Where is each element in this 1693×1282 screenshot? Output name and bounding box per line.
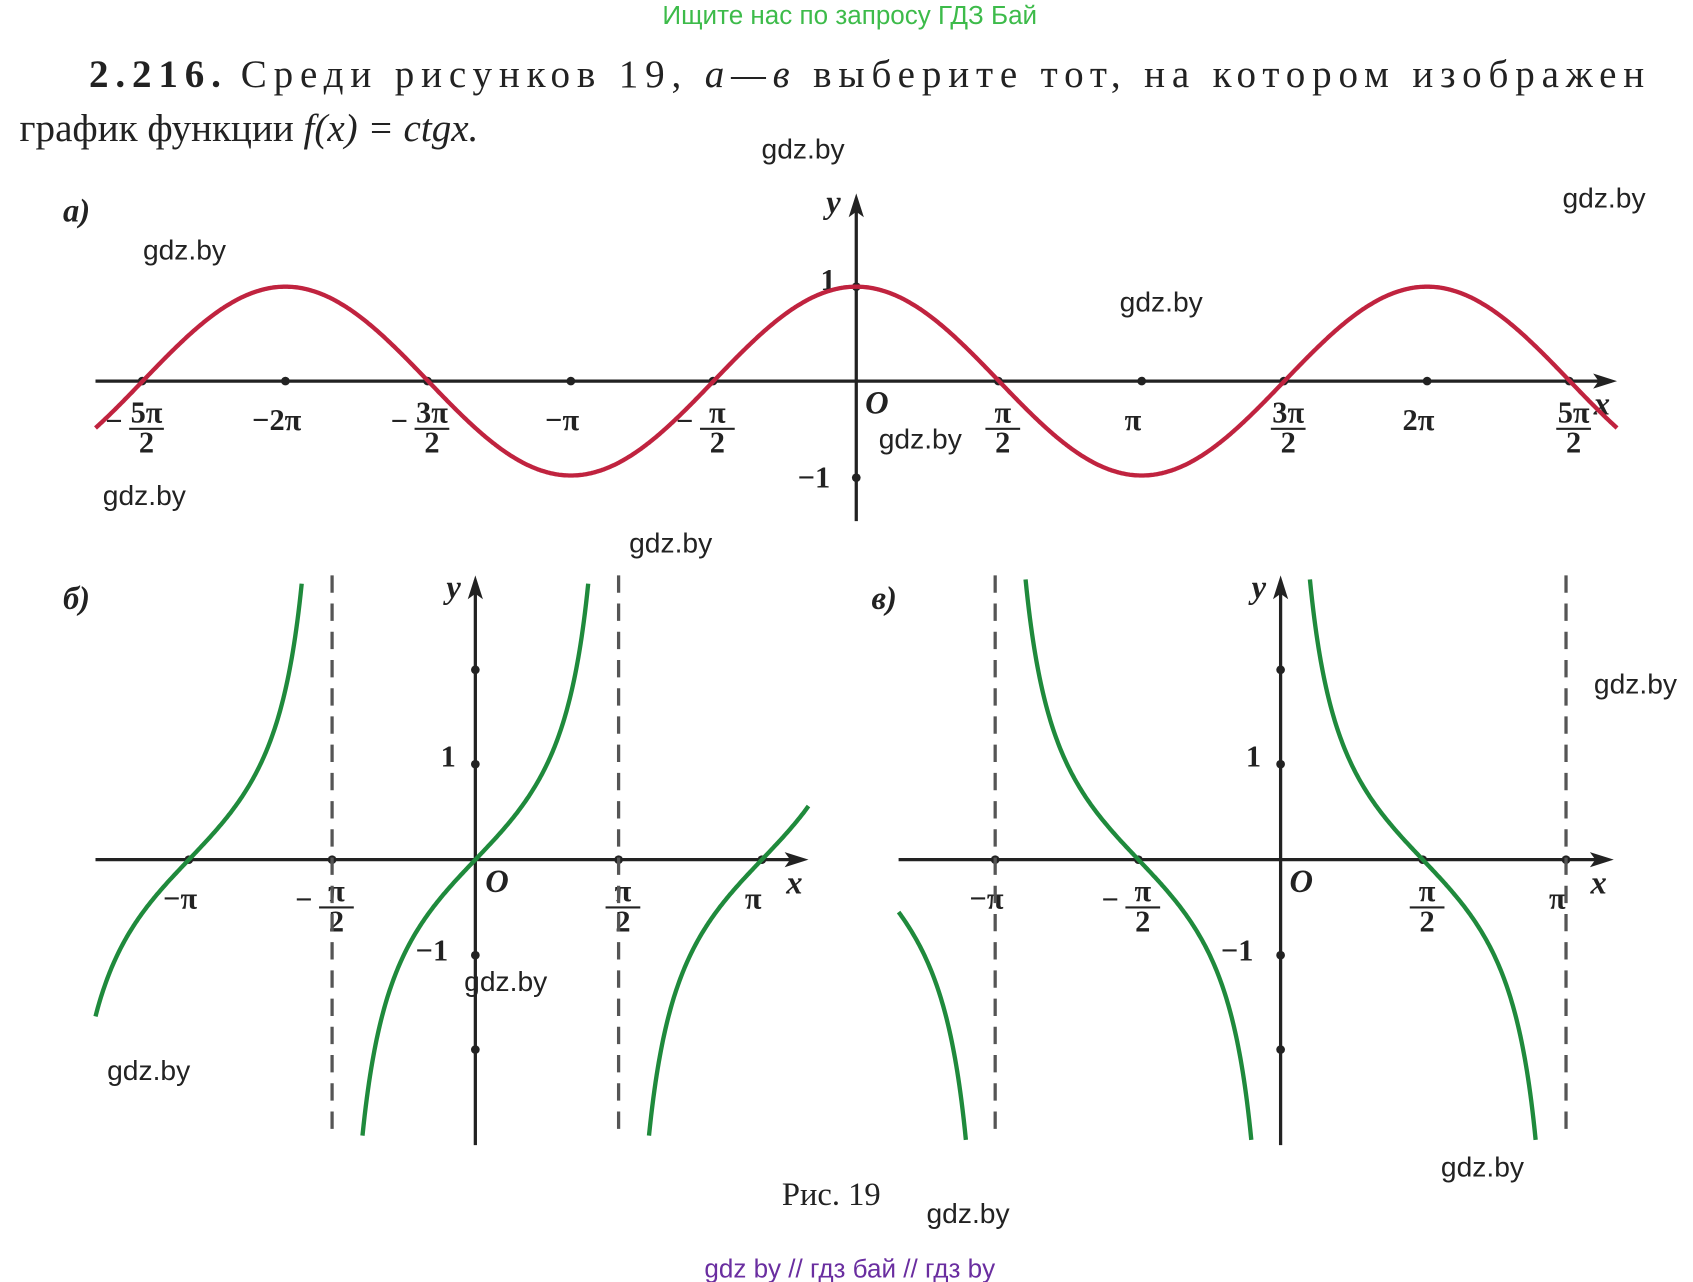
problem-text: график функции <box>20 107 304 150</box>
watermark: gdz.by <box>1441 1151 1525 1183</box>
x-tick-denominator: 2 <box>1135 904 1150 938</box>
origin-label: O <box>485 864 509 900</box>
tick-dot <box>1422 376 1432 386</box>
x-tick-label: π <box>1549 882 1566 916</box>
x-tick-numerator: 5π <box>131 395 163 429</box>
x-tick-denominator: 2 <box>995 426 1010 460</box>
tangent-branch <box>93 583 304 1017</box>
tick-dot <box>471 1045 480 1054</box>
x-tick-numerator: 5π <box>1558 395 1590 429</box>
x-tick-sign: − <box>295 883 312 917</box>
x-tick-numerator: π <box>709 395 726 429</box>
origin-label: O <box>1289 864 1313 900</box>
watermark: gdz.by <box>926 1197 1010 1229</box>
problem-text: выберите тот, на котором изображен <box>796 53 1644 96</box>
caption: Рис. 19 <box>782 1177 881 1213</box>
y-axis-name: y <box>1248 570 1267 606</box>
banner: Ищите нас по запросу ГДЗ Бай <box>662 0 1037 30</box>
watermark: gdz.by <box>107 1054 191 1086</box>
cotangent-branch <box>1307 579 1538 1141</box>
x-tick-denominator: 2 <box>139 426 154 460</box>
x-tick-denominator: 2 <box>1420 904 1435 938</box>
watermark: gdz.by <box>1120 286 1204 318</box>
x-tick-numerator: 3π <box>416 395 448 429</box>
x-tick-denominator: 2 <box>1281 426 1296 460</box>
tick-dot <box>471 950 480 960</box>
y-axis-name: y <box>822 185 841 221</box>
problem-range: а—в <box>705 53 790 96</box>
x-tick-label: π <box>1125 403 1142 437</box>
figure-label: а) <box>63 194 90 230</box>
tick-dot <box>281 376 290 386</box>
cosine-curve <box>94 284 1619 478</box>
x-tick-numerator: π <box>1134 874 1151 908</box>
tangent-branch <box>646 804 811 1136</box>
y-tick-label: 1 <box>441 739 456 773</box>
problem-line-2: график функции f(x) = ctgx. <box>20 107 479 150</box>
watermark: gdz.by <box>103 479 187 511</box>
arrow <box>1589 852 1614 868</box>
tick-dot <box>851 473 861 483</box>
tick-dot <box>471 665 480 675</box>
tick-dot <box>1276 1045 1285 1054</box>
watermark: gdz.by <box>762 133 846 165</box>
arrow <box>467 575 483 600</box>
x-tick-sign: − <box>1102 883 1119 917</box>
watermark: gdz.by <box>1562 181 1646 213</box>
x-axis-name: x <box>1593 387 1610 423</box>
problem-line-1: 2.216. Среди рисунков 19, а—в выберите то… <box>89 53 1644 96</box>
x-tick-sign: − <box>391 404 408 438</box>
origin-label: O <box>865 386 889 422</box>
watermark: gdz.by <box>464 965 548 997</box>
watermark: gdz.by <box>1594 668 1678 700</box>
tangent-branch <box>360 583 591 1136</box>
watermark: gdz.by <box>879 422 963 454</box>
x-axis-name: x <box>1589 865 1606 901</box>
x-tick-denominator: 2 <box>710 426 725 460</box>
x-tick-numerator: π <box>994 395 1011 429</box>
tick-dot <box>1137 376 1147 386</box>
figure-label: б) <box>63 581 90 617</box>
x-tick-label: −π <box>163 882 197 916</box>
tick-dot <box>566 376 576 386</box>
y-axis-name: y <box>442 570 461 606</box>
y-tick-label: 1 <box>1246 739 1261 773</box>
x-tick-numerator: π <box>1419 874 1436 908</box>
x-tick-label: −π <box>545 403 579 437</box>
arrow <box>784 852 809 868</box>
x-tick-denominator: 2 <box>424 426 439 460</box>
y-tick-label: −1 <box>416 934 449 968</box>
function: f(x) = ctgx. <box>304 107 479 150</box>
figure-label: в) <box>871 581 896 617</box>
tick-dot <box>1276 759 1285 769</box>
cotangent-branch <box>896 910 969 1141</box>
arrow <box>848 193 864 218</box>
watermark: gdz.by <box>143 234 227 266</box>
y-tick-label: −1 <box>798 460 831 494</box>
x-tick-label: −π <box>970 882 1004 916</box>
tick-dot <box>471 759 480 769</box>
x-tick-label: −2π <box>252 403 301 437</box>
x-tick-label: π <box>745 882 762 916</box>
footer: gdz by // гдз бай // гдз by <box>704 1254 995 1282</box>
x-tick-label: 2π <box>1403 403 1435 437</box>
tick-dot <box>1276 950 1285 960</box>
tick-dot <box>1276 665 1285 675</box>
x-tick-denominator: 2 <box>1566 426 1581 460</box>
x-axis-name: x <box>785 865 802 901</box>
problem-number: 2.216. <box>89 53 221 96</box>
problem-text: Среди рисунков 19, <box>241 53 698 96</box>
watermark: gdz.by <box>629 527 713 559</box>
x-tick-numerator: 3π <box>1272 395 1304 429</box>
y-tick-label: −1 <box>1221 934 1253 968</box>
cotangent-branch <box>1023 579 1254 1141</box>
arrow <box>1593 373 1618 389</box>
arrow <box>1273 575 1289 600</box>
